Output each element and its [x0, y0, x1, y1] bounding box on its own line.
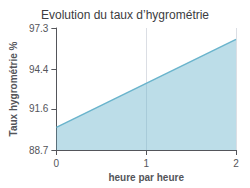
svg-text:94.4: 94.4	[29, 64, 49, 75]
svg-text:Evolution du taux d’hygrométri: Evolution du taux d’hygrométrie	[41, 8, 209, 22]
svg-text:2: 2	[233, 158, 239, 169]
svg-text:1: 1	[143, 158, 149, 169]
svg-text:97.3: 97.3	[29, 23, 49, 34]
svg-text:88.7: 88.7	[29, 145, 49, 156]
svg-text:0: 0	[54, 158, 60, 169]
svg-text:91.6: 91.6	[29, 103, 49, 114]
svg-text:heure par heure: heure par heure	[108, 172, 184, 183]
svg-text:Taux hygrométrie %: Taux hygrométrie %	[8, 41, 19, 136]
